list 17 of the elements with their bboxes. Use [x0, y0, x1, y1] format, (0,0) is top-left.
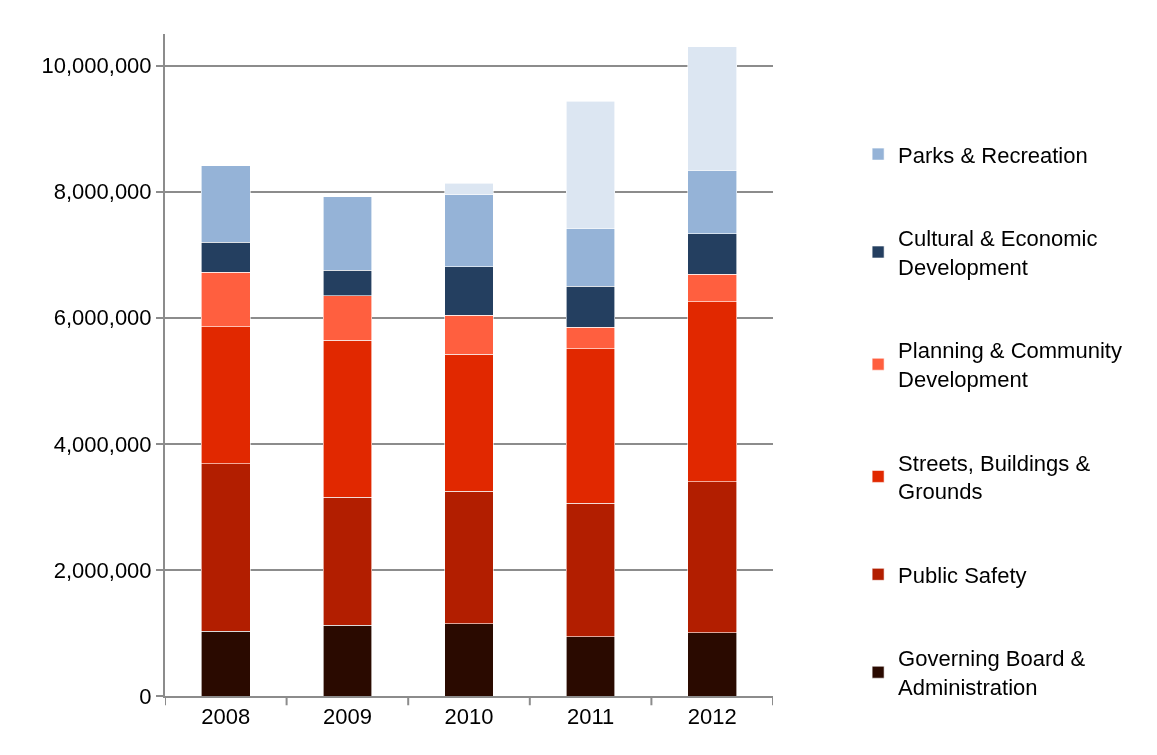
y-tick-label: 10,000,000: [41, 53, 152, 79]
legend-label: Governing Board & Administration: [898, 646, 1086, 701]
x-tick-label: 2012: [687, 704, 737, 730]
x-tick-label: 2011: [566, 704, 615, 730]
x-tick-label: 2009: [322, 704, 372, 730]
y-tick-label: 0: [139, 683, 152, 709]
legend-label: Parks & Recreation: [898, 142, 1088, 168]
x-tick-label: 2010: [444, 704, 494, 730]
y-tick-label: 2,000,000: [53, 557, 152, 583]
legend-label: Cultural & Economic Development: [898, 226, 1098, 280]
x-tick-label: 2008: [201, 704, 251, 730]
legend-label: Streets, Buildings & Grounds: [898, 450, 1091, 505]
y-tick-label: 6,000,000: [53, 305, 152, 331]
y-tick-label: 8,000,000: [53, 179, 152, 205]
legend-label: Planning & Community Development: [898, 338, 1122, 393]
legend-label: Public Safety: [898, 562, 1027, 588]
y-tick-label: 4,000,000: [53, 431, 152, 457]
